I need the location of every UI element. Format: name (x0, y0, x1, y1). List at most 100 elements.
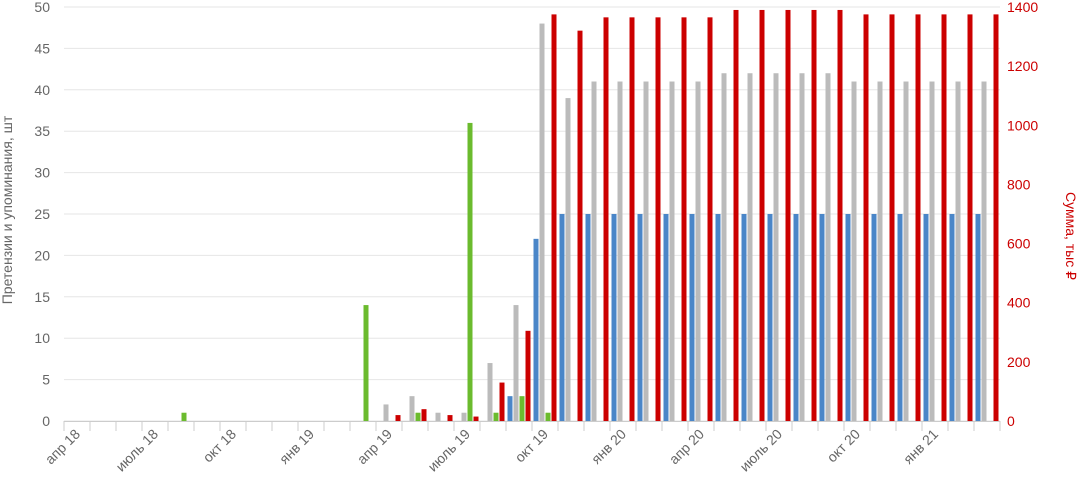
bar-series-1 (539, 23, 545, 422)
y-tick-label: 5 (42, 372, 50, 388)
bar-series-3 (811, 9, 817, 421)
bar-series-1 (721, 73, 727, 422)
x-tick-label: янв 20 (588, 426, 629, 467)
bar-series-1 (617, 81, 623, 422)
x-tick-label: апр 18 (42, 426, 84, 468)
y2-tick-label: 600 (1007, 236, 1031, 252)
bar-series-0 (767, 214, 773, 421)
bar-series-1 (773, 73, 779, 422)
bar-series-3 (733, 9, 739, 421)
y2-tick-label: 1000 (1007, 117, 1038, 133)
y-axis-title: Претензии и упоминания, шт (0, 115, 15, 304)
bar-series-3 (395, 415, 401, 421)
bar-series-2 (545, 412, 551, 421)
bar-series-0 (819, 214, 825, 421)
y2-axis-title: Сумма, тыс ₽ (1063, 192, 1078, 280)
x-tick-label: апр 19 (354, 426, 396, 468)
bars (181, 9, 999, 422)
y-tick-label: 35 (34, 123, 50, 139)
bar-series-2 (415, 412, 421, 421)
bar-series-3 (915, 14, 921, 422)
y2-tick-label: 400 (1007, 295, 1031, 311)
y2-tick-label: 0 (1007, 413, 1015, 429)
bar-series-2 (467, 122, 473, 422)
bar-series-1 (695, 81, 701, 422)
y-tick-label: 30 (34, 165, 50, 181)
bar-series-1 (643, 81, 649, 422)
bar-series-0 (741, 214, 747, 421)
bar-series-1 (877, 81, 883, 422)
bar-series-0 (611, 214, 617, 421)
bar-series-1 (383, 404, 389, 421)
bar-series-3 (759, 9, 765, 421)
grid (64, 6, 1000, 422)
x-tick-label: июль 20 (736, 426, 785, 475)
y-tick-label: 25 (34, 206, 50, 222)
y-tick-label: 40 (34, 82, 50, 98)
x-tick-label: янв 19 (276, 426, 317, 467)
bar-series-1 (565, 98, 571, 421)
y2-tick-label: 200 (1007, 354, 1031, 370)
bar-series-0 (845, 214, 851, 421)
bar-series-3 (629, 17, 635, 421)
bar-series-1 (669, 81, 675, 422)
bar-series-1 (825, 73, 831, 422)
y-tick-label: 50 (34, 0, 50, 15)
bar-series-3 (681, 17, 687, 421)
bar-series-1 (591, 81, 597, 422)
bar-series-0 (871, 214, 877, 421)
bar-series-0 (533, 238, 539, 421)
y-tick-label: 45 (34, 40, 50, 56)
bar-series-3 (993, 14, 999, 422)
x-tick-label: июль 18 (112, 426, 161, 475)
bar-series-3 (499, 382, 505, 421)
bar-series-3 (525, 330, 531, 421)
bar-series-0 (897, 214, 903, 421)
bar-series-0 (559, 214, 565, 421)
bar-series-1 (903, 81, 909, 422)
bar-series-0 (507, 396, 513, 421)
bar-series-3 (967, 14, 973, 422)
bar-series-3 (447, 415, 453, 421)
bar-series-0 (637, 214, 643, 421)
y-tick-label: 20 (34, 247, 50, 263)
bar-series-3 (837, 9, 843, 421)
y2-tick-label: 800 (1007, 176, 1031, 192)
y-tick-label: 0 (42, 413, 50, 429)
bar-series-0 (793, 214, 799, 421)
bar-series-1 (747, 73, 753, 422)
bar-series-1 (929, 81, 935, 422)
bar-series-1 (487, 363, 493, 421)
bar-series-3 (655, 17, 661, 421)
x-tick-label: янв 21 (900, 426, 941, 467)
x-tick-label: окт 20 (824, 426, 864, 466)
y2-tick-label: 1400 (1007, 0, 1038, 15)
bar-series-1 (799, 73, 805, 422)
bar-series-2 (181, 412, 187, 421)
y-tick-label: 15 (34, 289, 50, 305)
bar-series-1 (409, 396, 415, 421)
bar-series-0 (689, 214, 695, 421)
bar-series-3 (603, 17, 609, 421)
bar-series-2 (493, 412, 499, 421)
y2-tick-label: 1200 (1007, 58, 1038, 74)
bar-series-1 (435, 412, 441, 421)
x-tick-label: апр 20 (666, 426, 708, 468)
bar-series-3 (551, 14, 557, 422)
bar-series-3 (863, 14, 869, 422)
bar-series-2 (363, 305, 369, 421)
x-tick-label: окт 19 (512, 426, 552, 466)
bar-series-1 (851, 81, 857, 422)
bar-series-3 (941, 14, 947, 422)
bar-series-3 (473, 416, 479, 421)
bar-series-1 (513, 305, 519, 421)
bar-series-1 (981, 81, 987, 422)
bar-series-1 (461, 412, 467, 421)
bar-series-3 (577, 30, 583, 422)
bar-series-3 (889, 14, 895, 422)
y-tick-label: 10 (34, 330, 50, 346)
bar-series-1 (955, 81, 961, 422)
bar-series-0 (715, 214, 721, 421)
